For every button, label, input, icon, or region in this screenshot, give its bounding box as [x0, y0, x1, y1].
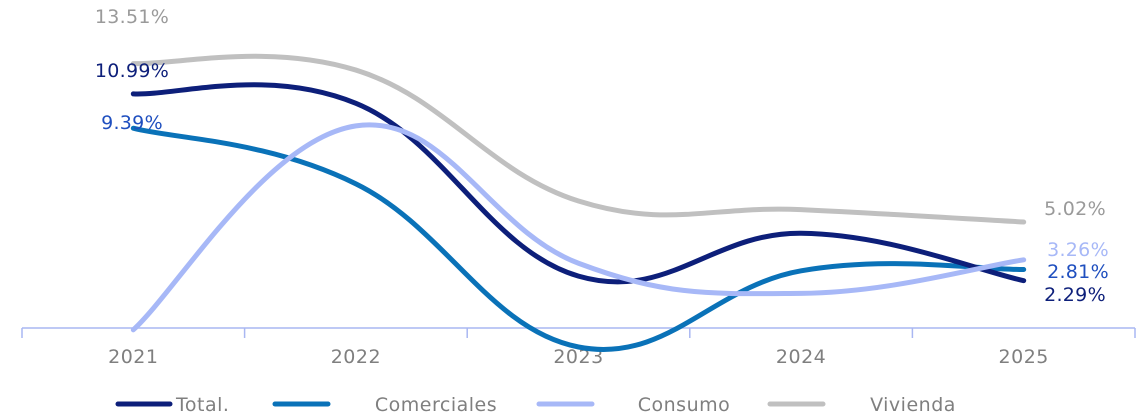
data-label-vivienda-end: 5.02%: [1044, 198, 1106, 220]
x-tick-label: 2023: [553, 346, 603, 368]
data-label-consumo-end: 3.26%: [1047, 239, 1109, 261]
legend-label-consumo: Consumo: [638, 394, 731, 416]
legend-label-comerciales: Comerciales: [375, 394, 497, 416]
series-line-comerciales: [130, 125, 1027, 352]
x-tick-label: 2025: [999, 346, 1049, 368]
legend: Total. Comerciales Consumo Vivienda: [115, 394, 956, 416]
data-label-comerciales-end: 2.81%: [1047, 261, 1109, 283]
x-axis: 2021 2022 2023 2024 2025: [21, 327, 1136, 368]
x-tick-label: 2022: [331, 346, 381, 368]
x-tick-label: 2021: [108, 346, 158, 368]
legend-label-vivienda: Vivienda: [870, 394, 956, 416]
data-label-total-end: 2.29%: [1044, 284, 1106, 306]
series-group: [130, 53, 1027, 352]
legend-label-total: Total.: [175, 394, 229, 416]
data-label-comerciales-start: 9.39%: [101, 112, 163, 134]
data-label-vivienda-start: 13.51%: [95, 6, 169, 28]
series-line-consumo: [130, 122, 1027, 333]
series-line-vivienda: [130, 53, 1027, 225]
x-tick-label: 2024: [776, 346, 826, 368]
data-label-total-start: 10.99%: [95, 60, 169, 82]
series-line-total: [130, 82, 1027, 285]
data-labels: 10.99% 2.29% 9.39% 2.81%3.26% 13.51% 5.02%: [95, 6, 1109, 306]
